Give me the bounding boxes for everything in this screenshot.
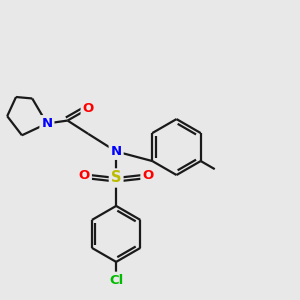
Text: O: O (142, 169, 154, 182)
Text: Cl: Cl (109, 274, 123, 286)
Text: S: S (111, 170, 122, 185)
Text: N: N (41, 117, 52, 130)
Text: O: O (79, 169, 90, 182)
Text: O: O (82, 102, 94, 115)
Text: N: N (111, 145, 122, 158)
